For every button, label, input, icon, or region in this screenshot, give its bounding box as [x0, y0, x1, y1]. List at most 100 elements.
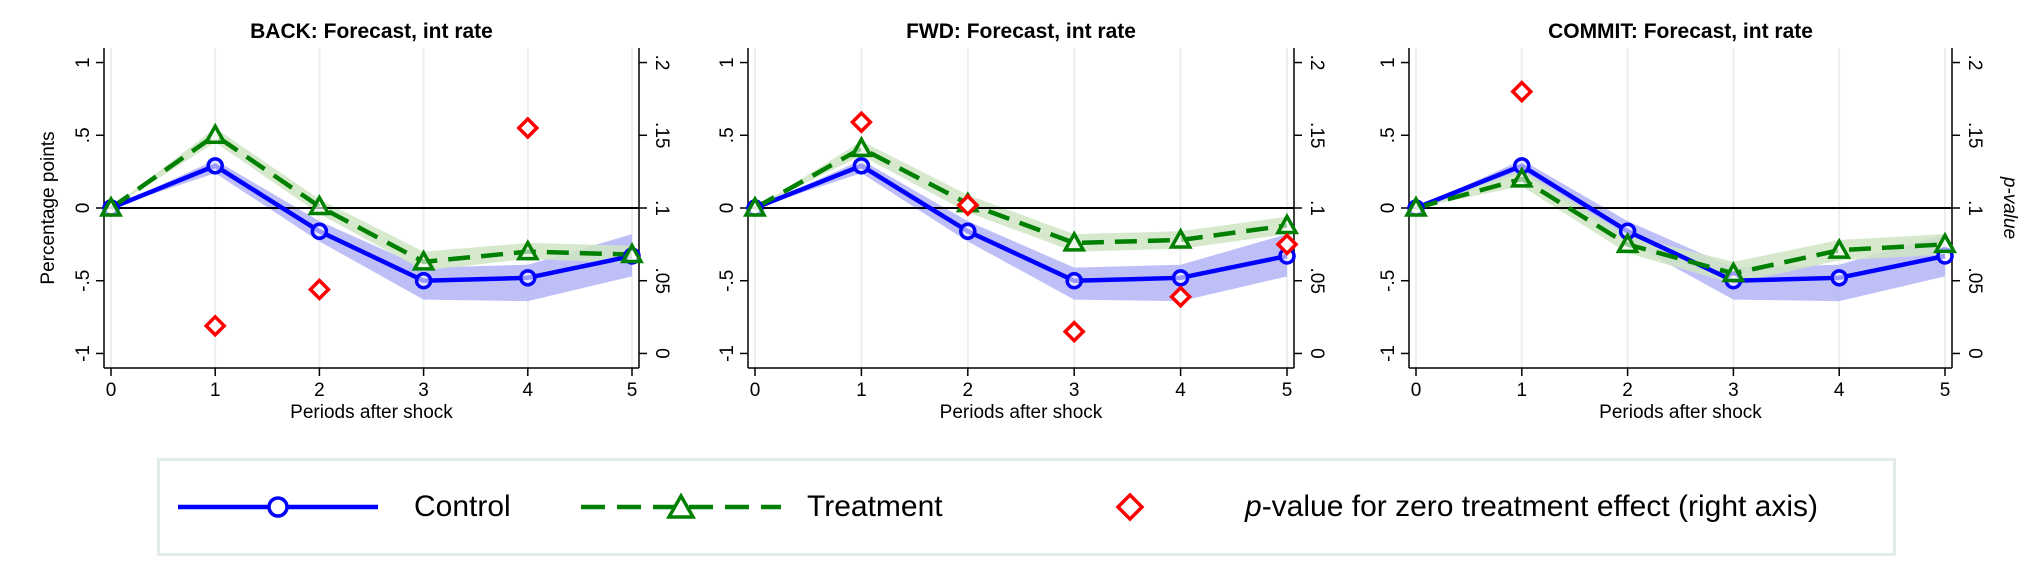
x-tick-label: 0	[106, 380, 117, 401]
y2-tick-label: .15	[651, 122, 672, 148]
treatment-point	[1275, 212, 1299, 235]
y-tick-label: 1	[717, 57, 738, 68]
treatment-point	[1827, 237, 1852, 259]
x-tick-label: 3	[1069, 380, 1080, 401]
y-tick-label: .5	[73, 127, 94, 143]
control-series-line	[110, 163, 633, 283]
y-tick-label: 1	[73, 57, 94, 68]
y-tick-label: .5	[717, 127, 738, 143]
y2-tick-label: .1	[651, 200, 672, 216]
x-tick-label: 4	[1175, 380, 1186, 401]
x-tick-label: 2	[314, 380, 325, 401]
y-tick-label: -1	[1378, 345, 1399, 362]
treatment-series-line	[1415, 176, 1946, 276]
treatment-point	[1509, 166, 1534, 188]
treatment-point	[203, 122, 228, 145]
treatment-point	[743, 195, 767, 217]
y-tick-label: -.5	[73, 270, 94, 292]
treatment-point	[1615, 231, 1640, 254]
x-tick-label: 1	[856, 380, 867, 401]
treatment-ci-band	[111, 128, 632, 271]
legend-item-control: Control	[178, 461, 511, 553]
treatment-point	[620, 241, 644, 264]
control-point	[310, 222, 329, 241]
y2-tick-label: 0	[1306, 348, 1327, 359]
pvalue-point	[203, 314, 227, 338]
x-tick-label: 5	[1940, 380, 1951, 401]
control-point	[414, 271, 433, 290]
control-series-line	[754, 163, 1288, 283]
legend: Control Treatment p-value for zero treat…	[157, 458, 1896, 556]
control-point	[519, 269, 537, 287]
legend-treatment-symbol	[581, 492, 781, 519]
treatment-point	[1168, 227, 1193, 249]
treatment-point	[99, 195, 123, 217]
y2-tick-label: .1	[1964, 200, 1985, 216]
treatment-series-line	[753, 145, 1288, 246]
chart-panel-2: -1 -.5 0 .5 1 0 .05 .1 .15 .2 0 1 2 3 4 5 FWD: Forecast,…	[717, 20, 1327, 423]
y-axis-label: Percentage points	[38, 131, 59, 284]
pvalue-point	[307, 277, 331, 301]
control-ci-band	[111, 160, 632, 302]
treatment-point	[1404, 195, 1428, 217]
x-tick-label: 1	[210, 380, 221, 401]
pvalue-point	[1169, 285, 1193, 309]
x-tick-label: 5	[627, 380, 638, 401]
x-tick-label: 5	[1282, 380, 1293, 401]
y2-axis-label: p-value	[1999, 176, 2020, 239]
y2-tick-label: .2	[651, 55, 672, 71]
y-tick-label: .5	[1378, 127, 1399, 143]
treatment-ci-band	[755, 141, 1287, 252]
treatment-ci-band	[1416, 170, 1945, 284]
chart-title: COMMIT: Forecast, int rate	[1548, 20, 1813, 43]
treatment-point	[1933, 231, 1957, 254]
chart-title: FWD: Forecast, int rate	[906, 20, 1136, 43]
treatment-point	[307, 193, 332, 216]
x-tick-label: 0	[750, 380, 761, 401]
control-point	[1065, 271, 1083, 290]
y-tick-label: 0	[73, 203, 94, 214]
y2-tick-label: .2	[1306, 55, 1327, 71]
treatment-series-line	[109, 132, 633, 265]
pvalue-point	[516, 116, 540, 140]
pvalue-point	[956, 193, 980, 217]
control-point	[959, 222, 977, 241]
y2-tick-label: .05	[1964, 268, 1985, 294]
legend-treatment-label: Treatment	[807, 490, 943, 523]
pvalue-point	[1275, 232, 1299, 256]
legend-item-pvalue: p-value for zero treatment effect (right…	[1115, 461, 1818, 553]
control-series-line	[1415, 163, 1946, 283]
control-point	[1171, 269, 1190, 287]
control-point	[852, 157, 871, 175]
y-tick-label: 0	[717, 203, 738, 214]
x-tick-label: 4	[523, 380, 534, 401]
pvalue-point	[849, 110, 873, 134]
legend-pvalue-text: -value for zero treatment effect (right …	[1261, 490, 1819, 523]
legend-pvalue-italic: p	[1245, 490, 1262, 523]
legend-item-treatment: Treatment	[581, 461, 943, 553]
x-tick-label: 3	[418, 380, 429, 401]
treatment-point	[1721, 260, 1746, 283]
legend-pvalue-label: p-value for zero treatment effect (right…	[1245, 490, 1818, 524]
treatment-point	[849, 135, 874, 158]
y-tick-label: 1	[1378, 57, 1399, 68]
control-point	[1830, 269, 1848, 287]
x-tick-label: 4	[1834, 380, 1845, 401]
chart-title: BACK: Forecast, int rate	[250, 20, 493, 43]
y-tick-label: -.5	[1378, 270, 1399, 292]
x-tick-label: 3	[1728, 380, 1739, 401]
y-tick-label: -1	[73, 345, 94, 362]
pvalue-point	[1062, 320, 1086, 344]
y2-tick-label: 0	[1964, 348, 1985, 359]
legend-control-symbol	[178, 496, 378, 518]
y2-tick-label: .15	[1306, 122, 1327, 148]
y2-tick-label: .1	[1306, 200, 1327, 216]
x-axis-label: Periods after shock	[940, 402, 1103, 423]
y2-tick-label: .2	[1964, 55, 1985, 71]
control-ci-band	[755, 160, 1287, 302]
treatment-point	[515, 239, 540, 261]
y2-tick-label: .15	[1964, 122, 1985, 148]
y-tick-label: -1	[717, 345, 738, 362]
